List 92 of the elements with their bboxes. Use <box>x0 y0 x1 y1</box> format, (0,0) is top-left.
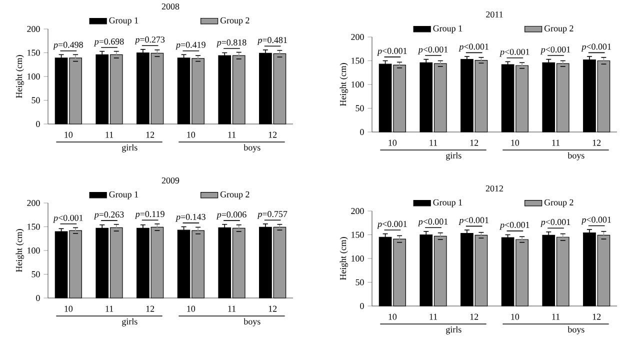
annotation: p=0.481 <box>257 37 287 45</box>
annotation: p<0.001 <box>540 219 570 227</box>
text: boys <box>244 144 260 152</box>
annotation: p=0.143 <box>176 214 206 222</box>
x-tick-label: 10 <box>511 314 520 320</box>
x-tick-label: 10 <box>64 306 73 312</box>
x-tick-label: 11 <box>552 314 560 320</box>
x-tick-label: 11 <box>228 306 236 312</box>
text: boys <box>568 326 584 334</box>
annotation: p=0.419 <box>176 42 206 50</box>
y-tick-label: 100 <box>28 73 40 80</box>
annotation: p<0.001 <box>458 44 488 52</box>
x-tick-label: 11 <box>552 140 560 146</box>
legend-label: Group 1 <box>433 199 462 208</box>
legend-label: Group 2 <box>544 25 574 34</box>
x-tick-label: 10 <box>64 132 73 138</box>
annotation: p<0.001 <box>418 46 448 54</box>
y-tick-label: 200 <box>351 34 364 40</box>
annotation: p=0.757 <box>257 211 288 219</box>
annotation: p<0.001 <box>458 217 488 225</box>
y-axis-title: Height (cm) <box>16 55 24 98</box>
annotation: p<0.001 <box>377 48 407 56</box>
x-tick-label: 10 <box>388 140 397 146</box>
annotation: p=0.119 <box>134 211 164 219</box>
chart-title: 2012 <box>486 185 503 192</box>
y-tick-label: 200 <box>351 208 364 214</box>
chart-title: 2009 <box>162 177 180 184</box>
x-tick-label: 12 <box>592 140 601 146</box>
x-tick-label: 10 <box>187 306 196 312</box>
x-tick-label: 11 <box>430 140 438 146</box>
text: boys <box>568 152 584 160</box>
text: girls <box>122 318 138 326</box>
legend-label: Group 1 <box>109 17 138 26</box>
annotation: p<0.001 <box>581 44 611 52</box>
annotation: p<0.001 <box>581 216 611 225</box>
y-tick-label: 50 <box>32 271 40 278</box>
y-tick-label: 100 <box>352 255 364 262</box>
annotation: p<0.001 <box>540 46 570 54</box>
y-tick-label: 150 <box>352 232 364 238</box>
legend-label: Group 1 <box>433 25 462 34</box>
chart-title: 2011 <box>486 11 503 18</box>
x-tick-label: 12 <box>146 132 154 138</box>
y-tick-label: 50 <box>356 279 364 286</box>
x-tick-label: 12 <box>268 306 277 312</box>
y-tick-label: 100 <box>28 247 40 254</box>
x-tick-label: 10 <box>511 140 520 146</box>
y-tick-label: 150 <box>28 224 40 230</box>
x-tick-label: 11 <box>106 132 114 138</box>
text: girls <box>122 144 138 152</box>
annotation: p<0.001 <box>53 214 83 223</box>
y-axis-title: Height (cm) <box>16 229 24 272</box>
annotation: p=0.006 <box>216 211 246 220</box>
chart-title: 2008 <box>162 3 180 10</box>
legend-label: Group 2 <box>544 199 574 208</box>
legend-label: Group 2 <box>220 17 250 26</box>
legend-label: Group 2 <box>220 191 250 200</box>
x-tick-label: 12 <box>146 306 154 312</box>
y-tick-label: 50 <box>32 97 40 104</box>
y-axis-title: Height (cm) <box>340 63 348 106</box>
x-tick-label: 10 <box>388 314 397 320</box>
annotation: p=0.698 <box>94 38 124 46</box>
x-tick-label: 12 <box>470 140 478 146</box>
annotation: p=0.273 <box>134 36 165 44</box>
legend-label: Group 1 <box>109 191 138 200</box>
annotation: p<0.001 <box>377 220 407 229</box>
y-tick-label: 0 <box>360 302 364 310</box>
annotation: p=0.498 <box>53 42 83 50</box>
x-tick-label: 10 <box>187 132 196 138</box>
y-axis-title: Height (cm) <box>340 237 348 280</box>
x-tick-label: 11 <box>228 132 236 138</box>
y-tick-label: 150 <box>28 50 40 56</box>
text: girls <box>446 326 462 334</box>
y-tick-label: 50 <box>356 105 364 112</box>
y-tick-label: 200 <box>27 26 40 32</box>
text: boys <box>244 318 260 326</box>
x-tick-label: 12 <box>470 314 478 320</box>
y-tick-label: 0 <box>36 294 40 302</box>
text: girls <box>446 152 462 160</box>
y-tick-label: 100 <box>352 81 364 88</box>
x-tick-label: 11 <box>106 306 114 312</box>
annotation: p<0.001 <box>418 218 448 226</box>
annotation: p<0.001 <box>500 48 530 57</box>
x-tick-label: 12 <box>592 314 601 320</box>
y-tick-label: 0 <box>36 120 40 128</box>
y-tick-label: 150 <box>352 58 364 64</box>
annotation: p=0.263 <box>94 211 124 220</box>
y-tick-label: 0 <box>360 128 364 136</box>
x-tick-label: 12 <box>268 132 277 138</box>
y-tick-label: 200 <box>27 200 40 206</box>
x-tick-label: 11 <box>430 314 438 320</box>
annotation: p=0.818 <box>216 39 246 48</box>
annotation: p<0.001 <box>500 222 530 230</box>
